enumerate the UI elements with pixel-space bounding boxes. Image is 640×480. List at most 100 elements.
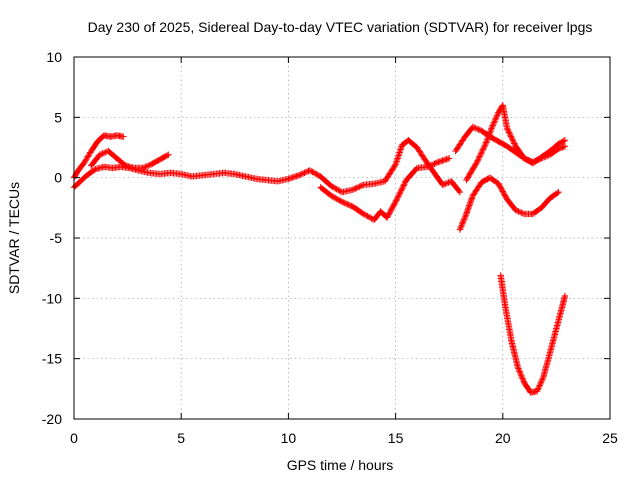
grid-lines [74,57,610,419]
x-tick-label: 5 [177,430,185,446]
x-tick-label: 20 [495,430,511,446]
data-point-marks [148,157,162,168]
x-tick-label: 25 [602,430,618,446]
data-point-marks [499,102,510,130]
series-trace-e-right-lower [456,174,562,233]
data-point-marks [486,174,501,186]
data-point-marks [529,154,544,167]
data-point-marks [495,138,510,149]
data-point [555,188,562,196]
data-point-marks [503,143,518,155]
series-trace-h-dip [497,272,569,396]
data-point [165,151,172,158]
data-point-marks [538,196,553,211]
data-point-marks [546,189,561,202]
data-point-marks [405,137,420,150]
data-point [456,188,464,196]
data-point-marks [77,173,89,185]
y-tick-label: -15 [42,351,62,367]
data-point-marks [529,205,544,218]
data-point-marks [473,142,489,166]
data-point-marks [469,180,484,199]
data-point [120,133,127,140]
data-point-marks [508,337,521,369]
data-point-marks [538,148,552,161]
chart-title: Day 230 of 2025, Sidereal Day-to-day VTE… [88,19,593,35]
data-point-marks [431,169,446,187]
data-point [561,143,569,150]
data-point-marks [94,133,107,145]
x-tick-label: 10 [281,430,297,446]
data-point-marks [105,147,119,161]
data-point-marks [439,178,454,189]
data-point-marks [88,139,100,155]
data-point-marks [503,196,518,213]
axis-ticks: 0 5 10 15 20 25 -20 -15 -10 -5 0 5 10 [42,49,618,446]
data-point-marks [546,146,561,158]
data-point-marks [306,167,323,179]
series-trace-a-main [70,137,464,196]
data-point-marks [83,166,98,179]
data-point [561,292,569,300]
y-tick-label: -10 [42,290,62,306]
data-point-marks [413,144,428,163]
data-point-marks [448,178,463,195]
data-point-marks [456,212,469,233]
data-point-marks [501,301,515,343]
series-trace-b-upper-left [70,132,127,181]
y-tick-label: 5 [54,109,62,125]
data-point-marks [113,155,128,168]
data-point-marks [463,194,476,218]
data-point-marks [461,125,475,141]
data-point-marks [514,363,527,385]
data-point-marks [512,207,526,217]
data-point-marks [81,149,94,166]
data-point-marks [317,184,334,198]
data-point-marks [533,375,547,395]
y-tick-label: -5 [50,230,63,246]
y-tick-label: 10 [46,49,62,65]
data-point-marks [403,165,420,184]
data-layer [70,102,569,396]
series-trace-g-right-loop [452,123,569,167]
x-tick-label: 15 [388,430,404,446]
data-point-marks [452,136,467,155]
data-point-marks [486,133,501,144]
data-point-marks [546,141,561,155]
data-point-marks [555,137,567,148]
data-point-marks [381,162,398,185]
data-point-marks [488,110,502,131]
data-point-marks [463,160,480,184]
data-point-marks [328,192,344,205]
data-point-marks [546,326,560,356]
data-point-marks [75,160,87,174]
series-trace-c-arch [88,147,172,172]
data-point [561,137,569,144]
series-trace-d-mid [317,155,453,224]
y-axis-label: SDTVAR / TECUs [6,182,22,294]
data-point-marks [392,178,409,205]
data-point-marks [383,199,399,221]
data-point-marks [497,272,508,306]
y-tick-label: 0 [54,170,62,186]
data-point-marks [478,127,492,139]
data-point-marks [156,152,171,163]
data-point-marks [495,180,510,202]
data-point-marks [349,203,366,217]
y-tick-label: -20 [42,411,62,427]
data-point-marks [555,143,567,152]
data-point-marks [469,123,484,134]
x-axis-label: GPS time / hours [287,457,394,473]
data-point-marks [349,182,366,193]
data-point-marks [139,161,153,172]
data-point-marks [424,159,441,170]
data-point-marks [512,149,527,161]
data-point-marks [338,198,355,210]
data-point-marks [521,379,534,395]
data-point-marks [553,302,566,332]
data-point-marks [503,125,519,149]
x-tick-label: 0 [70,430,78,446]
data-point-marks [392,143,405,168]
